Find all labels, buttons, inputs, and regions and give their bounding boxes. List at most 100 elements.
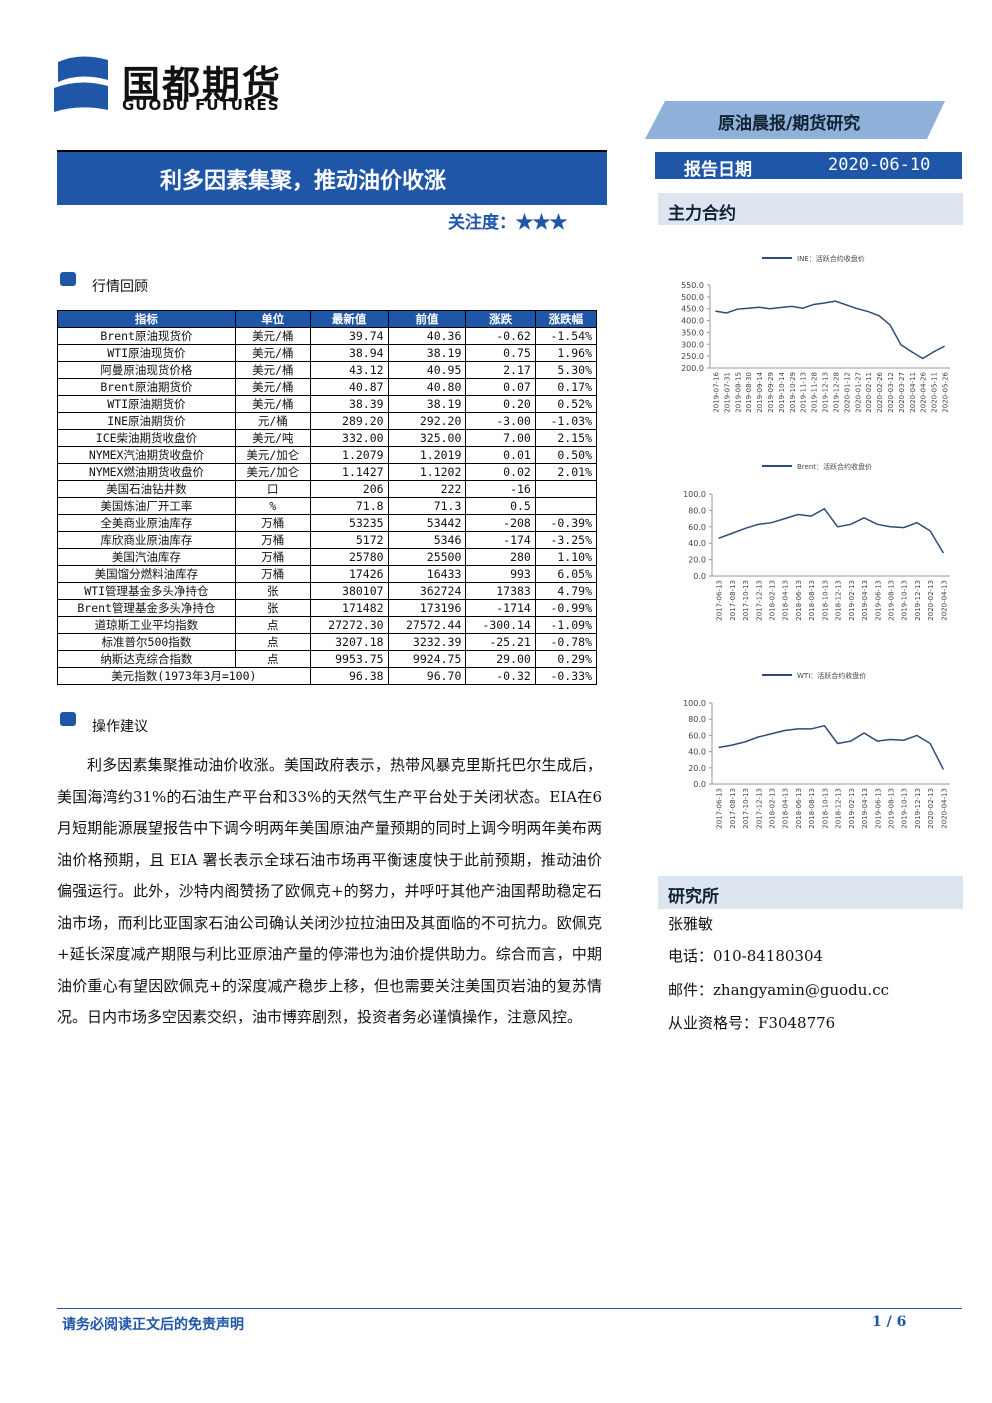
charts: 200.0 250.0 300.0 350.0 400.0 450.0 500.0 550.0… xyxy=(681,254,950,829)
x-tick-label: 2018-06-13 xyxy=(795,580,803,621)
table-cell: 0.02 xyxy=(465,463,536,481)
table-cell: -300.14 xyxy=(465,616,536,634)
y-tick-label: 400.0 xyxy=(681,317,704,326)
x-tick-label: 2019-06-13 xyxy=(874,580,882,621)
research-phone: 电话：010-84180304 xyxy=(668,947,824,965)
footer-rule xyxy=(57,1308,962,1309)
contract-bar xyxy=(658,193,963,225)
x-tick-label: 2020-02-11 xyxy=(865,372,873,413)
table-cell: 96.70 xyxy=(387,667,467,685)
x-tick-label: 2020-04-11 xyxy=(909,372,917,413)
x-tick-label: 2020-05-11 xyxy=(931,372,939,413)
table-cell: 38.39 xyxy=(309,395,389,413)
table-cell: 40.87 xyxy=(309,378,389,396)
table-cell: 美元/桶 xyxy=(234,344,311,362)
x-tick-label: 2020-03-27 xyxy=(898,372,906,413)
x-tick-label: 2018-06-13 xyxy=(795,788,803,829)
date: 2020-06-10 xyxy=(828,155,931,175)
research-bar xyxy=(658,876,963,909)
legend-label: Brent：活跃合约收盘价 xyxy=(797,462,872,471)
x-tick-label: 2018-12-13 xyxy=(835,580,843,621)
table-cell: 0.20 xyxy=(465,395,536,413)
section-icon xyxy=(60,712,76,726)
y-tick-label: 100.0 xyxy=(683,699,706,708)
table-row: 全美商业原油库存 万桶 53235 53442 -208 -0.39% xyxy=(57,514,598,532)
table-cell: 1.96% xyxy=(534,344,598,362)
table-cell: 292.20 xyxy=(387,412,467,430)
x-tick-label: 2020-02-13 xyxy=(927,580,935,621)
table-cell: 道琼斯工业平均指数 xyxy=(57,616,236,634)
table-cell: -0.32 xyxy=(465,667,536,685)
x-tick-label: 2017-10-13 xyxy=(742,580,750,621)
x-tick-label: 2020-04-26 xyxy=(920,371,928,412)
y-tick-label: 40.0 xyxy=(688,539,706,548)
x-tick-label: 2020-05-26 xyxy=(942,371,950,412)
table-cell: 4.79% xyxy=(534,582,598,600)
section-icon xyxy=(60,272,76,286)
research-name: 张雅敏 xyxy=(668,915,714,933)
column-header: 单位 xyxy=(234,310,311,328)
y-tick-label: 60.0 xyxy=(688,523,706,532)
x-tick-label: 2018-08-13 xyxy=(808,788,816,829)
y-tick-label: 0.0 xyxy=(693,780,706,789)
x-tick-label: 2019-08-13 xyxy=(888,580,896,621)
table-cell: 0.01 xyxy=(465,446,536,464)
disclaimer: 请务必阅读正文后的免责声明 xyxy=(62,1317,244,1333)
research-email: 邮件：zhangyamin@guodu.cc xyxy=(668,981,889,999)
main-contract: 主力合约 xyxy=(668,204,736,224)
logo-cn: 国都期货 xyxy=(122,63,283,107)
y-tick-label: 0.0 xyxy=(693,572,706,581)
table-cell: -0.99% xyxy=(534,599,598,617)
table-cell: -1.54% xyxy=(534,327,598,345)
table-cell: 27272.30 xyxy=(309,616,389,634)
table-row: ICE柴油期货收盘价 美元/吨 332.00 325.00 7.00 2.15% xyxy=(57,429,598,447)
x-tick-label: 2019-07-31 xyxy=(723,372,731,413)
x-tick-label: 2019-02-13 xyxy=(848,580,856,621)
column-header: 涨跌幅 xyxy=(534,310,598,328)
x-tick-label: 2018-04-13 xyxy=(782,788,790,829)
y-tick-label: 450.0 xyxy=(681,305,704,314)
table-cell: 美元/桶 xyxy=(234,378,311,396)
title-bar xyxy=(57,150,607,205)
x-tick-label: 2019-10-14 xyxy=(778,371,786,412)
table-row: Brent原油期货价 美元/桶 40.87 40.80 0.07 0.17% xyxy=(57,378,598,396)
table-row: INE原油期货价 元/桶 289.20 292.20 -3.00 -1.03% xyxy=(57,412,598,430)
x-tick-label: 2019-12-13 xyxy=(914,580,922,621)
logo-en: GUODU FUTURES xyxy=(122,96,280,114)
logo-icon xyxy=(54,56,108,112)
section-title: 行情回顾 xyxy=(92,279,148,295)
table-row: 美国石油钻井数口 206 222 -16 xyxy=(57,480,598,498)
x-tick-label: 2020-03-12 xyxy=(887,372,895,413)
x-tick-label: 2018-10-13 xyxy=(821,788,829,829)
header-row: 指标 单位 最新值 前值 涨跌 涨跌幅 xyxy=(57,310,598,328)
date-bar xyxy=(655,152,962,179)
x-tick-label: 2018-04-13 xyxy=(782,580,790,621)
x-tick-label: 2019-09-14 xyxy=(756,371,764,412)
table-cell: NYMEX燃油期货收盘价 xyxy=(57,463,236,481)
table-cell: -3.25% xyxy=(534,531,598,549)
title: 利多因素集聚，推动油价收涨 xyxy=(160,168,447,194)
x-tick-label: 2019-11-28 xyxy=(811,372,819,413)
section-title: 操作建议 xyxy=(92,719,148,735)
attention: 关注度：★★★ xyxy=(448,213,567,233)
table-cell: 5.30% xyxy=(534,361,598,379)
table-cell: 17426 xyxy=(309,565,389,583)
x-tick-label: 2020-04-13 xyxy=(940,580,948,621)
table-row: 美国炼油厂开工率% 71.8 71.3 0.5 xyxy=(57,497,598,515)
x-tick-label: 2018-10-13 xyxy=(821,580,829,621)
x-tick-label: 2017-12-13 xyxy=(755,580,763,621)
x-tick-label: 2018-12-13 xyxy=(835,788,843,829)
series-line xyxy=(715,300,945,360)
table-row: 美国馏分燃料油库存 万桶 17426 16433 993 6.05% xyxy=(57,565,598,583)
x-tick-label: 2020-04-13 xyxy=(940,788,948,829)
table-cell: INE原油期货价 xyxy=(57,412,236,430)
y-tick-label: 250.0 xyxy=(681,352,704,361)
y-tick-label: 40.0 xyxy=(688,748,706,757)
table-cell: 25780 xyxy=(309,548,389,566)
category: 原油晨报/期货研究 xyxy=(718,114,861,134)
table-cell: WTI管理基金多头净持仓 xyxy=(57,582,236,600)
table-cell: 2.01% xyxy=(534,463,598,481)
y-tick-label: 80.0 xyxy=(688,715,706,724)
x-tick-label: 2019-10-13 xyxy=(901,788,909,829)
table-cell: -1714 xyxy=(465,599,536,617)
